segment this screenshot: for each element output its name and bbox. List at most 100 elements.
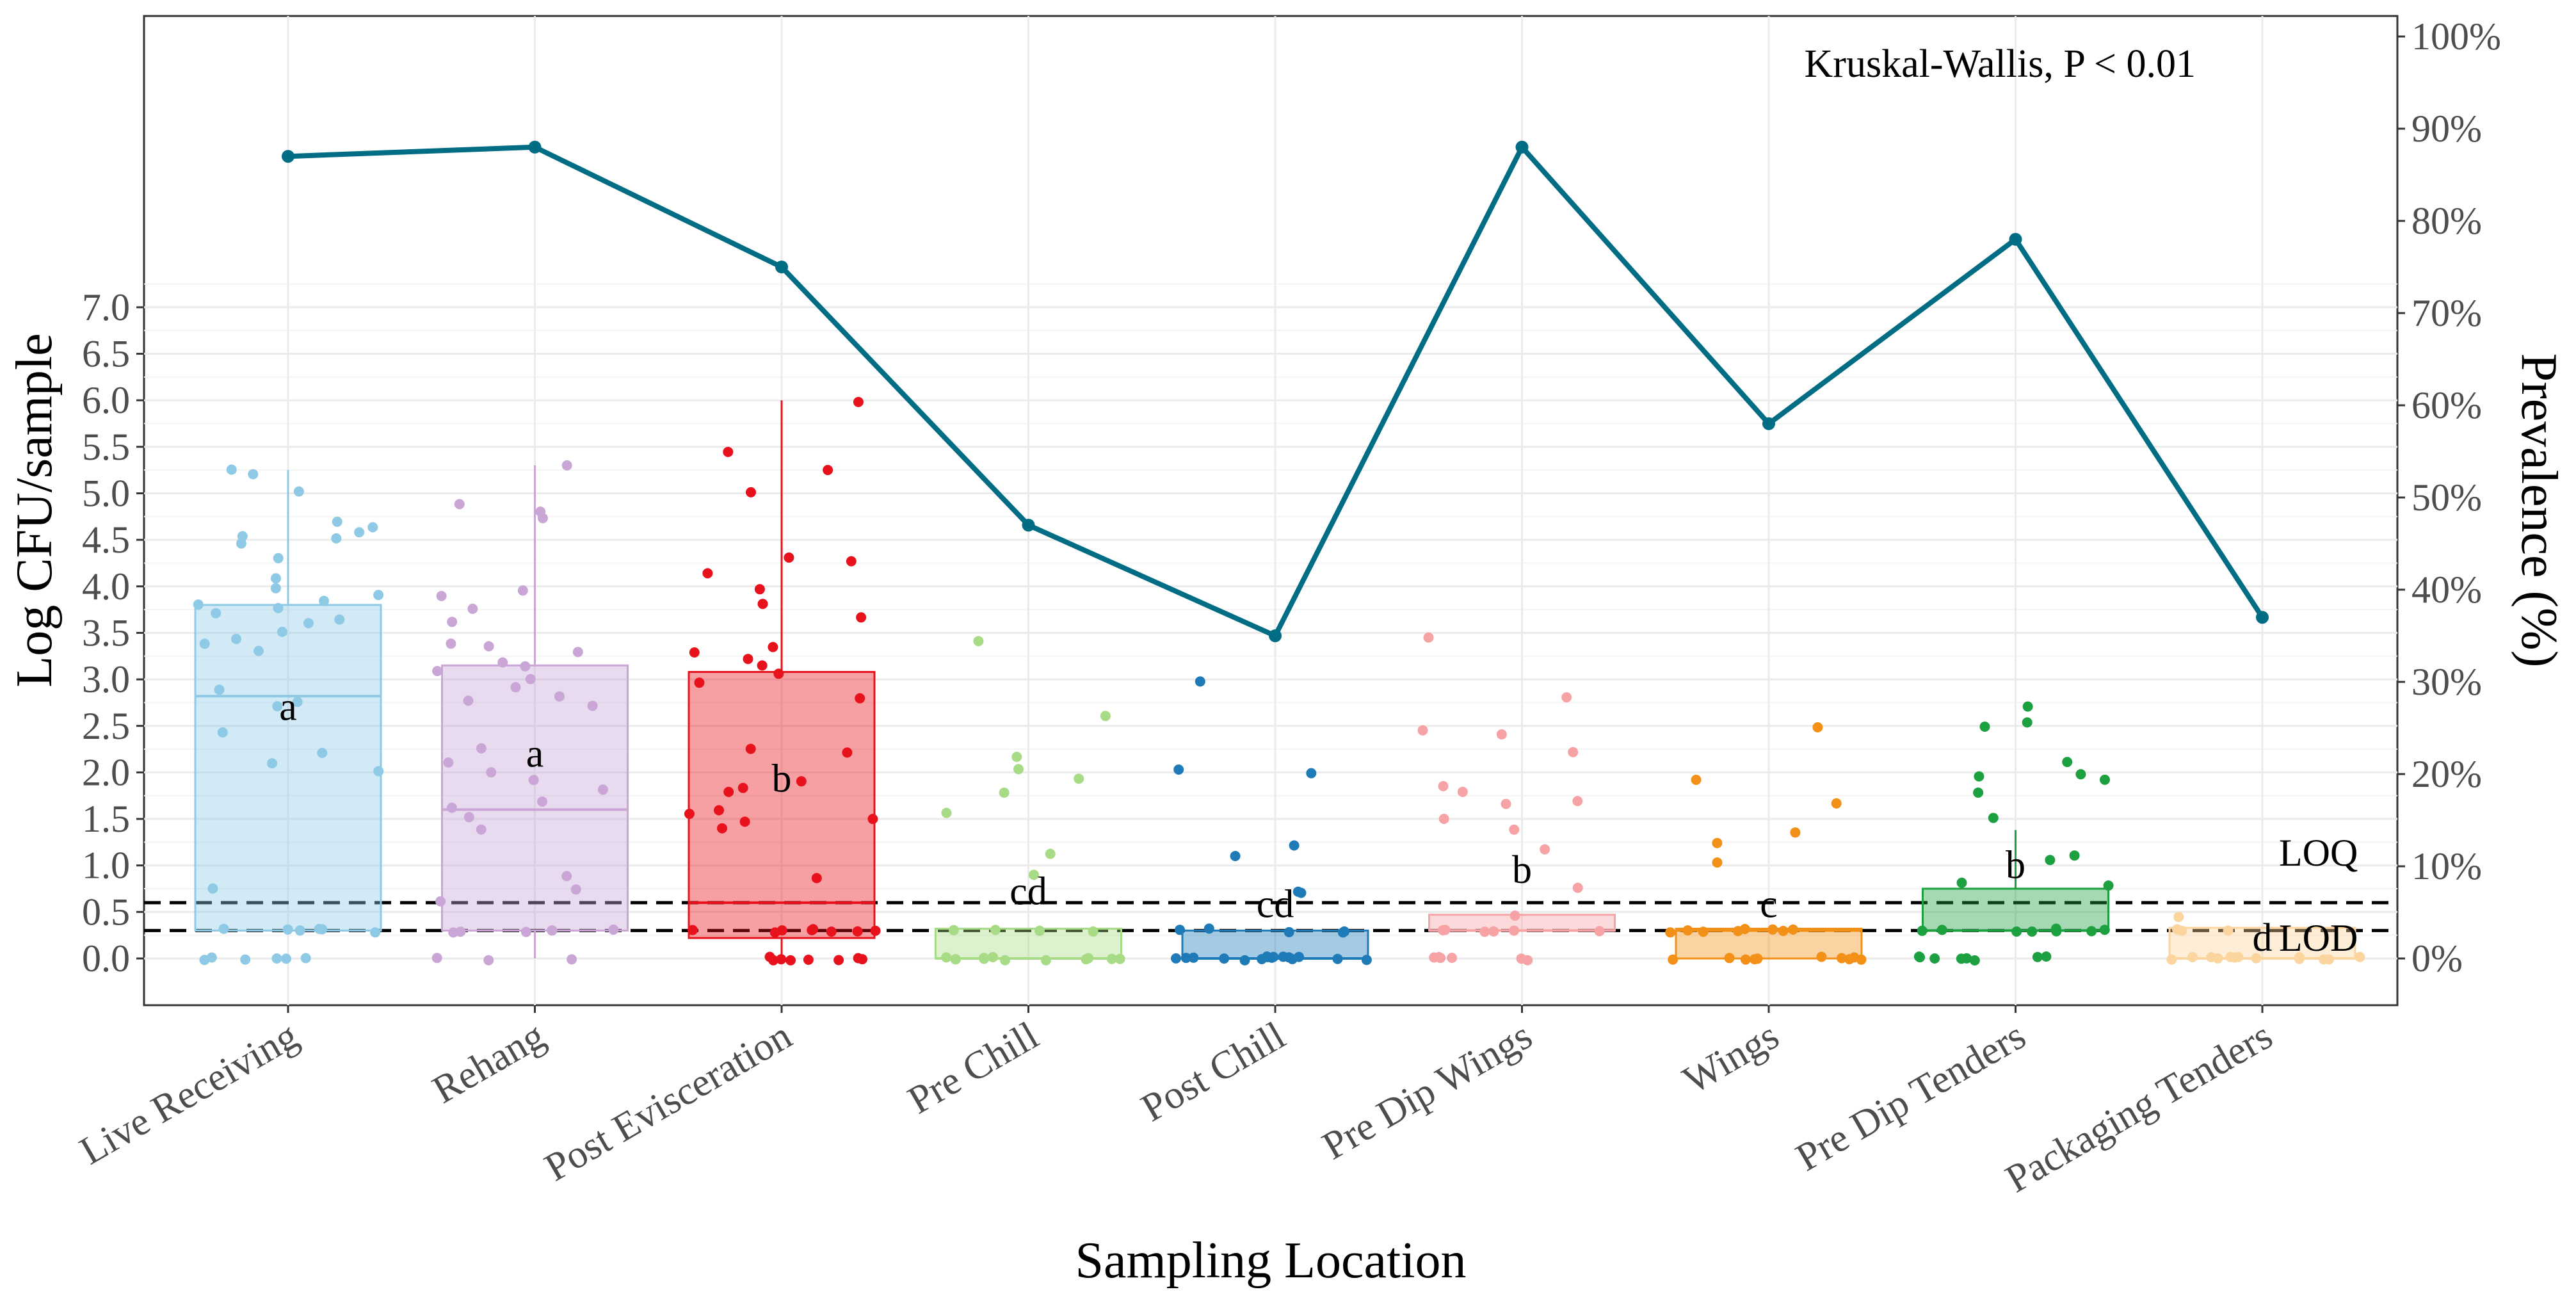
data-point bbox=[273, 602, 284, 613]
data-point bbox=[1724, 953, 1735, 964]
data-point bbox=[476, 743, 487, 754]
x-tick-label: Rehang bbox=[425, 1014, 552, 1112]
data-point bbox=[331, 533, 342, 544]
data-point bbox=[2022, 701, 2033, 712]
data-point bbox=[1974, 771, 1984, 782]
data-point bbox=[1045, 848, 1056, 859]
data-point bbox=[1988, 812, 1999, 823]
data-point bbox=[2022, 717, 2033, 728]
data-point bbox=[1749, 954, 1760, 965]
data-point bbox=[823, 465, 833, 476]
data-point bbox=[1739, 924, 1750, 934]
data-point bbox=[870, 925, 881, 936]
data-point bbox=[796, 776, 807, 787]
data-point bbox=[447, 617, 458, 627]
data-point bbox=[1913, 951, 1924, 962]
data-point bbox=[1682, 925, 1693, 936]
data-point bbox=[1594, 926, 1605, 937]
data-point bbox=[1088, 926, 1099, 937]
data-point bbox=[1294, 951, 1305, 962]
data-point bbox=[218, 923, 229, 934]
data-point bbox=[745, 743, 756, 754]
data-point bbox=[270, 583, 281, 594]
data-point bbox=[226, 464, 237, 475]
data-point bbox=[2032, 951, 2043, 962]
prevalence-point bbox=[1762, 417, 1775, 430]
data-point bbox=[757, 660, 768, 671]
data-point bbox=[373, 766, 384, 777]
data-point bbox=[1180, 953, 1191, 964]
data-point bbox=[300, 953, 311, 964]
x-tick-label: Wings bbox=[1676, 1014, 1786, 1103]
data-point bbox=[723, 786, 734, 797]
data-point bbox=[846, 556, 857, 567]
group-letter: b bbox=[772, 757, 792, 801]
box bbox=[1428, 914, 1616, 932]
prevalence-point bbox=[1515, 140, 1529, 154]
group-letter: c bbox=[1760, 883, 1778, 926]
y2-tick-label: 20% bbox=[2411, 753, 2482, 795]
x-axis-title: Sampling Location bbox=[1075, 1232, 1466, 1289]
data-point bbox=[1034, 925, 1045, 936]
data-point bbox=[1509, 910, 1520, 921]
y-tick-label: 6.0 bbox=[82, 379, 130, 421]
data-point bbox=[2225, 951, 2236, 962]
data-point bbox=[2069, 850, 2080, 861]
y-tick-label: 3.5 bbox=[82, 611, 130, 654]
y-axis-title: Log CFU/sample bbox=[6, 333, 63, 687]
data-point bbox=[1433, 951, 1444, 962]
data-point bbox=[587, 700, 598, 711]
data-point bbox=[1040, 955, 1051, 966]
data-point bbox=[1816, 951, 1827, 962]
y2-tick-label: 30% bbox=[2411, 661, 2482, 703]
data-point bbox=[784, 552, 794, 563]
data-point bbox=[561, 871, 572, 882]
data-point bbox=[2251, 953, 2262, 964]
plot-panel bbox=[143, 15, 2399, 1006]
y2-tick-label: 0% bbox=[2411, 937, 2463, 980]
lod-label: LOD bbox=[2279, 917, 2358, 959]
data-point bbox=[773, 668, 784, 679]
data-point bbox=[754, 584, 765, 595]
y-tick-label: 1.5 bbox=[82, 798, 130, 840]
data-point bbox=[853, 953, 864, 964]
data-point bbox=[2099, 925, 2110, 935]
y-tick-label: 0.0 bbox=[82, 937, 130, 980]
data-point bbox=[757, 599, 768, 610]
data-point bbox=[2045, 855, 2056, 866]
x-tick-label: Pre Dip Wings bbox=[1315, 1014, 1539, 1168]
data-point bbox=[370, 927, 381, 938]
data-point bbox=[1572, 882, 1583, 893]
data-point bbox=[483, 641, 494, 652]
y-tick-label: 2.5 bbox=[82, 705, 130, 747]
data-point bbox=[1509, 824, 1520, 835]
data-point bbox=[1488, 926, 1499, 937]
data-point bbox=[2223, 925, 2234, 936]
x-tick-label: Post Chill bbox=[1134, 1014, 1292, 1130]
data-point bbox=[769, 927, 780, 938]
data-point bbox=[486, 767, 497, 778]
data-point bbox=[547, 925, 558, 936]
data-point bbox=[988, 952, 998, 962]
data-point bbox=[231, 634, 241, 644]
y-tick-label: 0.5 bbox=[82, 891, 130, 933]
data-point bbox=[1936, 925, 1947, 935]
data-point bbox=[684, 809, 695, 820]
data-point bbox=[561, 460, 572, 471]
data-point bbox=[1289, 840, 1300, 851]
data-point bbox=[332, 516, 342, 527]
data-point bbox=[1230, 851, 1241, 861]
data-point bbox=[373, 590, 384, 601]
data-point bbox=[454, 499, 465, 510]
data-point bbox=[455, 926, 466, 937]
data-point bbox=[254, 645, 264, 656]
data-point bbox=[689, 647, 700, 658]
data-point bbox=[1969, 955, 1980, 966]
data-point bbox=[1929, 953, 1940, 964]
data-point bbox=[435, 896, 446, 907]
data-point bbox=[237, 531, 248, 542]
data-point bbox=[1831, 798, 1842, 809]
group-letter: a bbox=[526, 732, 544, 775]
data-point bbox=[431, 953, 442, 964]
